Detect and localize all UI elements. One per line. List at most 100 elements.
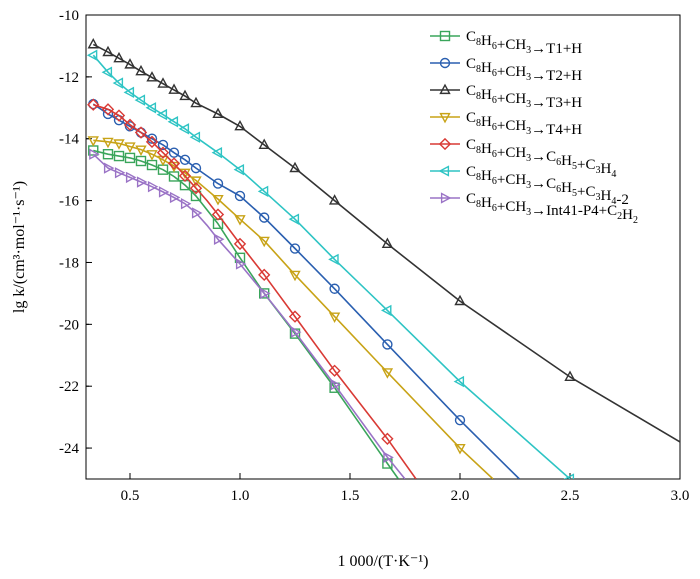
legend-marker — [439, 30, 451, 42]
data-point — [135, 64, 147, 76]
data-point — [328, 364, 341, 377]
data-point — [329, 382, 340, 393]
legend-label: C8H6+CH3→T2+H — [466, 56, 582, 84]
data-point — [87, 136, 99, 147]
data-point — [290, 326, 302, 338]
data-point — [191, 207, 203, 219]
x-tick-label: 2.0 — [451, 488, 470, 504]
data-point — [381, 432, 394, 445]
legend-entry: C8H6+CH3→T2+H — [430, 56, 582, 84]
legend-marker — [438, 137, 452, 151]
legend-label: C8H6+CH3→C6H5+C3H4-2 — [466, 164, 629, 208]
legend-entry: C8H6+CH3→T1+H — [430, 29, 582, 57]
legend-label: C8H6+CH3→T1+H — [466, 29, 582, 57]
data-point — [258, 236, 270, 248]
data-point — [234, 215, 246, 226]
data-point — [189, 182, 203, 195]
series-5 — [87, 98, 417, 479]
x-tick-label: 3.0 — [671, 488, 690, 504]
data-point — [134, 126, 148, 139]
data-point — [112, 109, 126, 122]
data-point — [145, 102, 157, 114]
data-point — [381, 368, 394, 379]
data-point — [190, 176, 202, 187]
data-point — [113, 51, 125, 63]
data-point — [135, 145, 147, 156]
data-point — [102, 45, 114, 57]
y-tick-label: -14 — [59, 132, 79, 148]
data-point — [156, 146, 170, 159]
data-point — [288, 213, 300, 225]
data-point — [134, 94, 146, 106]
data-point — [329, 283, 340, 294]
series-line — [93, 139, 494, 479]
data-point — [179, 89, 191, 101]
data-point — [213, 233, 225, 245]
series-line — [92, 43, 680, 443]
y-tick-label: -18 — [59, 255, 79, 271]
data-point — [383, 451, 394, 464]
data-point — [212, 194, 224, 206]
data-point — [125, 171, 137, 184]
data-point — [87, 98, 100, 111]
data-point — [167, 157, 181, 170]
series-line — [93, 149, 400, 479]
legend-entry: C8H6+CH3→T4+H — [430, 110, 582, 138]
data-point — [289, 161, 301, 173]
data-point — [103, 162, 115, 174]
data-point — [190, 96, 202, 108]
data-point — [101, 66, 113, 78]
data-point — [178, 123, 190, 135]
data-point — [146, 150, 158, 161]
data-point — [102, 148, 114, 160]
series-2 — [88, 98, 520, 479]
data-point — [124, 152, 136, 164]
data-point — [454, 415, 466, 426]
data-point — [380, 304, 392, 317]
data-point — [257, 185, 269, 197]
data-point — [190, 162, 202, 174]
data-point — [156, 108, 168, 121]
data-point — [234, 190, 246, 202]
x-tick-label: 1.0 — [231, 488, 250, 504]
x-tick-label: 0.5 — [121, 488, 140, 504]
data-point — [112, 77, 124, 89]
data-point — [124, 142, 136, 153]
x-axis-label: 1 000/(T·K⁻¹) — [338, 553, 429, 570]
data-point — [382, 339, 393, 350]
data-point — [564, 370, 576, 381]
data-point — [158, 186, 170, 198]
legend-entry: C8H6+CH3→T3+H — [430, 83, 582, 111]
data-point — [169, 191, 181, 204]
series-layer — [86, 37, 680, 479]
legend-marker — [439, 57, 451, 69]
legend-entry: C8H6+CH3→C6H5+C3H4 — [430, 137, 616, 180]
data-point — [328, 312, 341, 324]
legend-marker — [439, 83, 451, 95]
data-point — [189, 131, 201, 143]
y-axis-label: lg k/(cm³·mol⁻¹·s⁻¹) — [11, 181, 28, 313]
y-tick-label: -22 — [59, 379, 79, 395]
data-point — [86, 49, 98, 61]
series-6 — [86, 49, 575, 479]
data-point — [180, 198, 192, 210]
legend-label: C8H6+CH3→T4+H — [466, 110, 582, 138]
legend-entry: C8H6+CH3→Int41-P4+C2H2 — [430, 191, 638, 226]
data-point — [136, 176, 148, 188]
y-tick-label: -24 — [59, 441, 79, 457]
data-point — [328, 194, 341, 205]
data-point — [168, 147, 180, 158]
data-point — [260, 287, 271, 300]
series-line — [92, 103, 520, 479]
data-point — [212, 178, 224, 189]
data-point — [167, 116, 179, 128]
data-point — [454, 294, 466, 306]
data-point — [179, 154, 191, 165]
data-point — [330, 378, 342, 391]
series-7 — [89, 148, 406, 479]
data-point — [233, 163, 245, 176]
series-line — [92, 153, 406, 479]
data-point — [289, 243, 301, 254]
data-point — [123, 86, 135, 99]
